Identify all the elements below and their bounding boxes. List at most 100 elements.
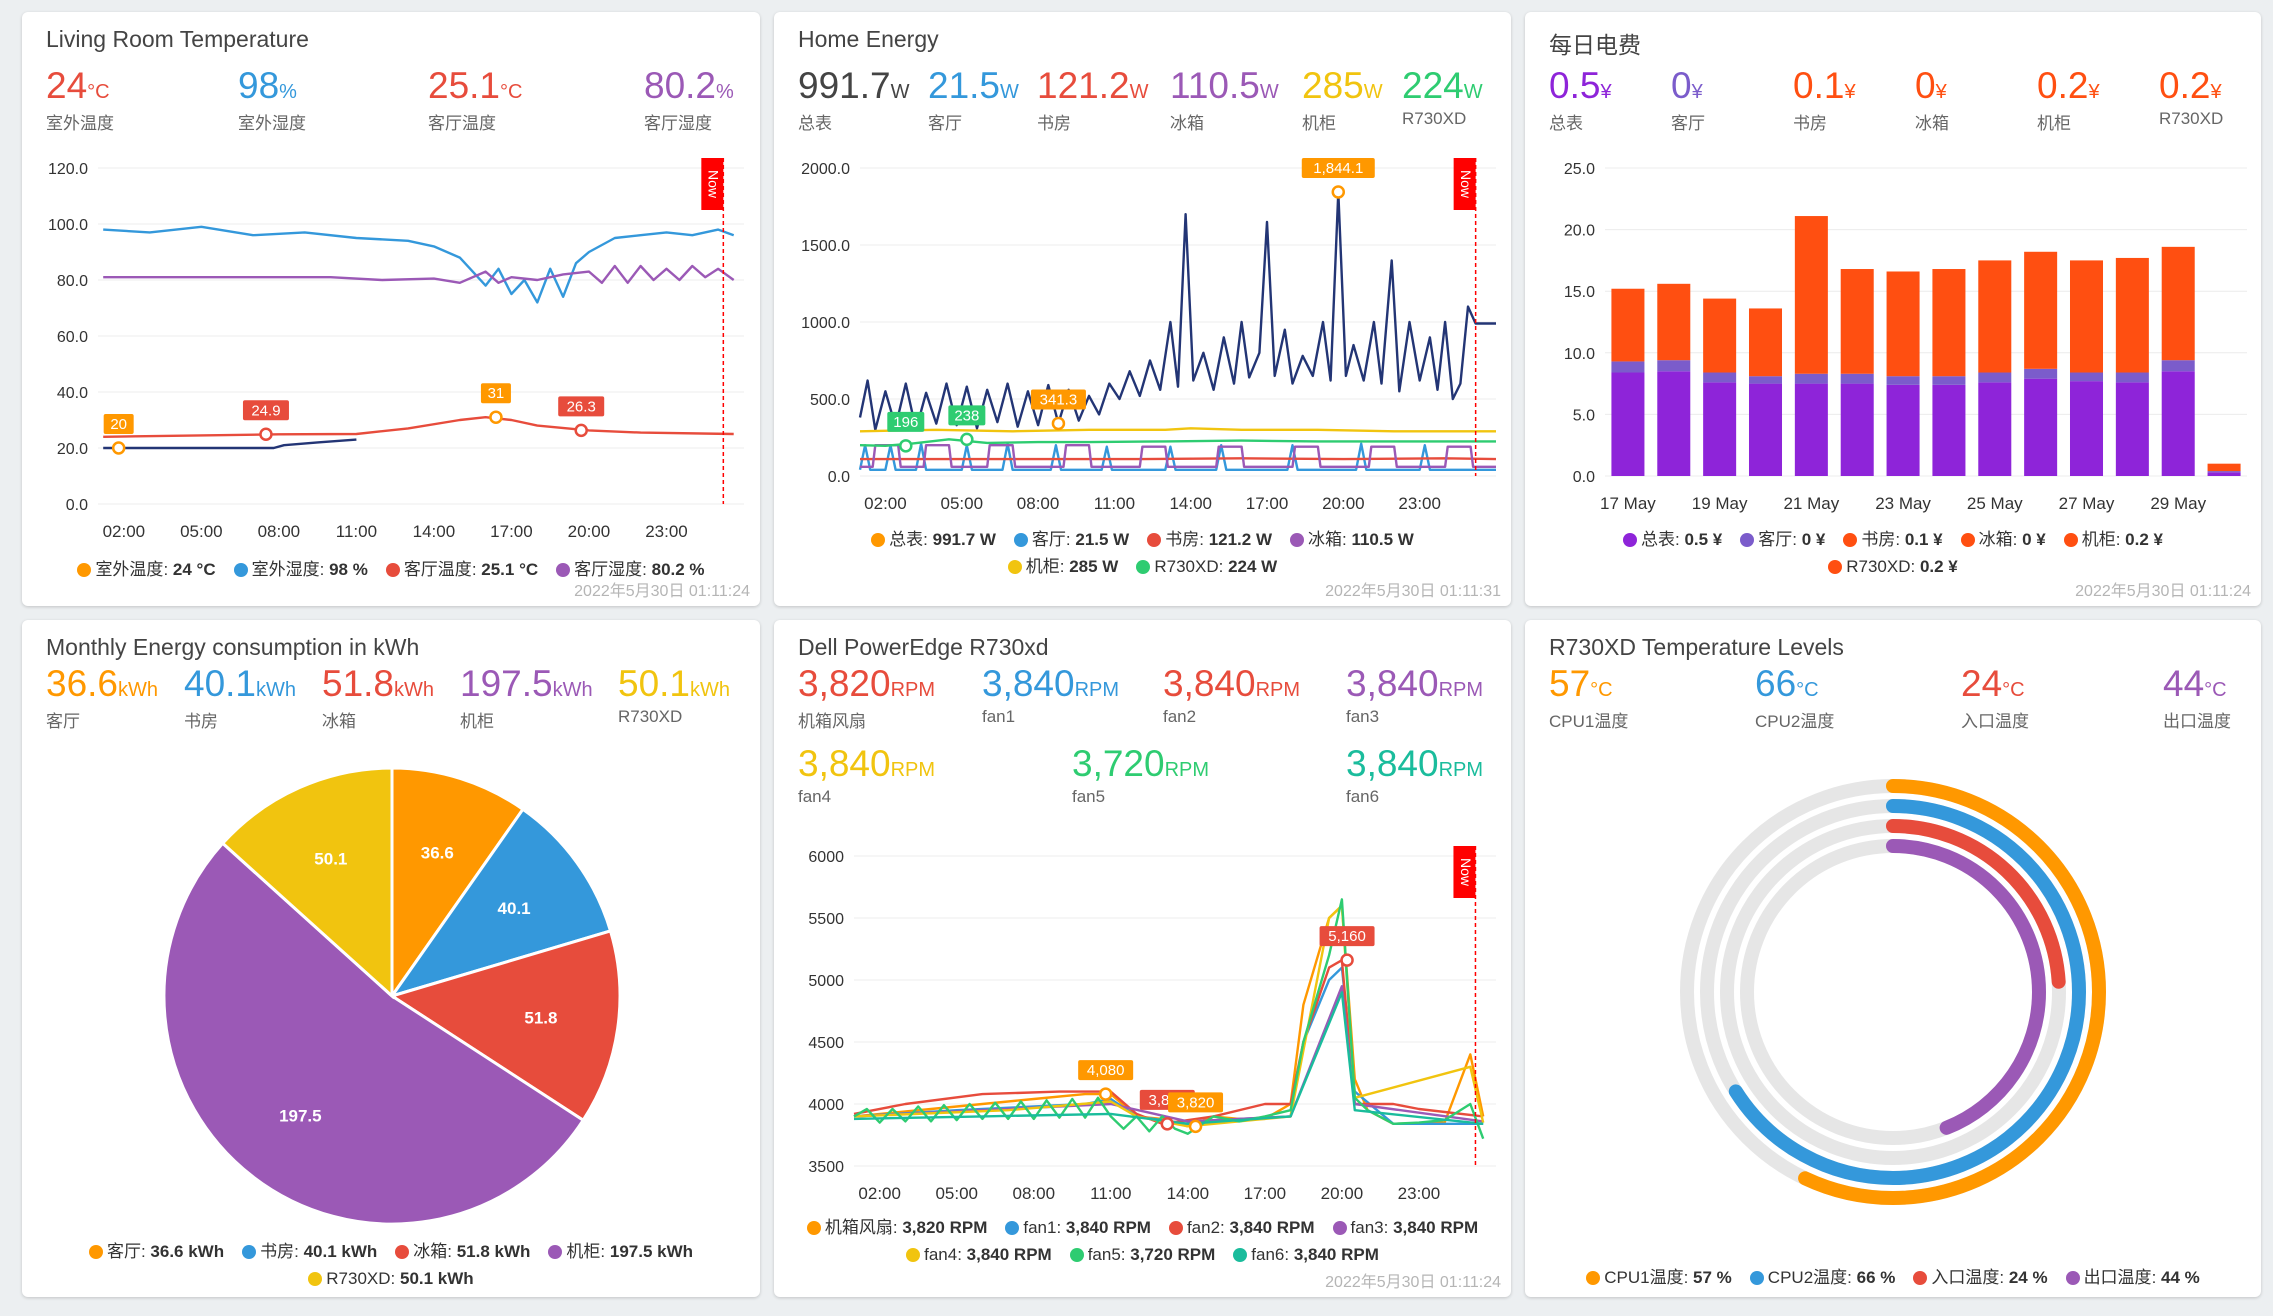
legend-item[interactable]: 冰箱: 0 ¥ xyxy=(1960,526,2046,553)
legend-value: 3,820 RPM xyxy=(902,1218,988,1237)
legend-label: 冰箱 xyxy=(413,1242,448,1261)
stat-study[interactable]: 0.1¥ 书房 xyxy=(1793,65,1856,133)
stat-fridge[interactable]: 0¥ 冰箱 xyxy=(1915,65,1949,133)
stat-living[interactable]: 21.5W 客厅 xyxy=(928,65,1019,133)
legend-item[interactable]: 入口温度: 24 % xyxy=(1913,1264,2048,1291)
legend-item[interactable]: 室外湿度: 98 % xyxy=(233,556,368,583)
y-tick-label: 100.0 xyxy=(48,217,88,234)
stat-fridge[interactable]: 110.5W 冰箱 xyxy=(1170,65,1279,133)
stat-fan3[interactable]: 3,840RPM fan3 xyxy=(1346,663,1484,726)
chart-legend: 机箱风扇: 3,820 RPM fan1: 3,840 RPM fan2: 3,84… xyxy=(774,1214,1511,1268)
now-badge xyxy=(701,158,724,210)
stat-r730xd[interactable]: 224W R730XD xyxy=(1402,65,1483,128)
y-tick-label: 20.0 xyxy=(57,441,88,458)
stat-outlet[interactable]: 44°C 出口温度 xyxy=(2163,663,2231,731)
stat-chassis-fan[interactable]: 3,820RPM 机箱风扇 xyxy=(798,663,936,731)
legend-item[interactable]: 客厅: 36.6 kWh xyxy=(88,1238,224,1265)
fan-speed-chart[interactable]: 3500 4000 4500 5000 5500 6000 02:00 05:00 08:00 1… xyxy=(774,620,1511,1297)
legend-item[interactable]: 机箱风扇: 3,820 RPM xyxy=(806,1214,988,1241)
legend-item[interactable]: 机柜: 0.2 ¥ xyxy=(2063,526,2163,553)
stat-fan5[interactable]: 3,720RPM fan5 xyxy=(1072,743,1210,806)
stat-cpu1[interactable]: 57°C CPU1温度 xyxy=(1549,663,1629,731)
legend-item[interactable]: 客厅湿度: 80.2 % xyxy=(556,556,705,583)
legend-item[interactable]: 机柜: 197.5 kWh xyxy=(548,1238,693,1265)
legend-item[interactable]: 冰箱: 51.8 kWh xyxy=(395,1238,530,1265)
legend-item[interactable]: fan6: 3,840 RPM xyxy=(1233,1241,1379,1268)
legend-item[interactable]: fan3: 3,840 RPM xyxy=(1332,1214,1479,1241)
legend-item[interactable]: 机柜: 285 W xyxy=(1007,553,1118,580)
legend-item[interactable]: 书房: 40.1 kWh xyxy=(242,1238,377,1265)
stat-fan6[interactable]: 3,840RPM fan6 xyxy=(1346,743,1484,806)
legend-item[interactable]: fan5: 3,720 RPM xyxy=(1069,1241,1215,1268)
legend-label: fan4 xyxy=(924,1245,958,1264)
legend-sep: : xyxy=(294,1242,304,1261)
monthly-energy-pie[interactable]: 36.6 40.1 51.8 197.5 50.1 xyxy=(22,620,760,1297)
series-line-1 xyxy=(103,225,735,304)
legend-item[interactable]: 室外温度: 24 °C xyxy=(77,556,216,583)
series-line-2 xyxy=(860,457,1497,461)
legend-sep: : xyxy=(1383,1218,1394,1237)
stat-study[interactable]: 40.1kWh 书房 xyxy=(184,663,297,731)
legend-item[interactable]: 书房: 0.1 ¥ xyxy=(1843,526,1943,553)
stat-room-humidity[interactable]: 80.2% 客厅湿度 xyxy=(644,65,734,133)
stat-r730xd[interactable]: 50.1kWh R730XD xyxy=(618,663,731,726)
legend-item[interactable]: 客厅温度: 25.1 °C xyxy=(385,556,538,583)
legend-label: fan1 xyxy=(1023,1218,1057,1237)
stat-study[interactable]: 121.2W 书房 xyxy=(1037,65,1149,133)
stat-rack[interactable]: 197.5kWh 机柜 xyxy=(460,663,593,731)
legend-item[interactable]: fan1: 3,840 RPM xyxy=(1005,1214,1151,1241)
legend-item[interactable]: 客厅: 21.5 W xyxy=(1013,526,1129,553)
legend-label: R730XD xyxy=(326,1269,391,1288)
legend-item[interactable]: CPU1温度: 57 % xyxy=(1586,1264,1732,1291)
home-energy-chart[interactable]: 0.0 500.0 1000.0 1500.0 2000.0 02:00 05:00 08:0… xyxy=(774,12,1511,606)
legend-item[interactable]: fan4: 3,840 RPM xyxy=(906,1241,1052,1268)
stat-rack[interactable]: 285W 机柜 xyxy=(1302,65,1383,133)
living-temperature-chart[interactable]: 0.0 20.0 40.0 60.0 80.0 100.0 120.0 02:00 05:00 0… xyxy=(22,12,760,606)
ring-value-1 xyxy=(1700,799,2086,1185)
stat-inlet[interactable]: 24°C 入口温度 xyxy=(1961,663,2029,731)
legend-item[interactable]: 冰箱: 110.5 W xyxy=(1290,526,1414,553)
stat-fridge[interactable]: 51.8kWh 冰箱 xyxy=(322,663,435,731)
legend-sep: : xyxy=(163,560,173,579)
x-tick-label: 08:00 xyxy=(1017,494,1060,513)
legend-dot-icon xyxy=(1913,1271,1928,1285)
stat-room-temp[interactable]: 25.1°C 客厅温度 xyxy=(428,65,523,133)
legend-item[interactable]: 总表: 0.5 ¥ xyxy=(1623,526,1722,553)
stat-cpu2[interactable]: 66°C CPU2温度 xyxy=(1755,663,1835,731)
stat-living[interactable]: 0¥ 客厅 xyxy=(1671,65,1705,133)
legend-item[interactable]: R730XD: 50.1 kWh xyxy=(308,1265,474,1292)
legend-item[interactable]: 总表: 991.7 W xyxy=(871,526,996,553)
annotation-badge xyxy=(558,396,605,417)
legend-item[interactable]: fan2: 3,840 RPM xyxy=(1168,1214,1315,1241)
legend-item[interactable]: R730XD: 0.2 ¥ xyxy=(1828,553,1958,580)
legend-dot-icon xyxy=(1005,1221,1020,1235)
legend-item[interactable]: R730XD: 224 W xyxy=(1136,553,1277,580)
legend-sep: : xyxy=(1999,1268,2009,1287)
stat-outdoor-humidity[interactable]: 98% 室外湿度 xyxy=(238,65,306,133)
stat-living[interactable]: 36.6kWh 客厅 xyxy=(46,663,159,731)
legend-dot-icon xyxy=(1013,533,1028,547)
legend-item[interactable]: 出口温度: 44 % xyxy=(2065,1264,2200,1291)
y-tick-label: 500.0 xyxy=(810,392,850,409)
legend-label: 总表 xyxy=(1641,530,1675,549)
temperature-radial-chart[interactable] xyxy=(1525,620,2261,1297)
stat-fan4[interactable]: 3,840RPM fan4 xyxy=(798,743,936,806)
stat-rack[interactable]: 0.2¥ 机柜 xyxy=(2037,65,2100,133)
legend-sep: : xyxy=(1065,530,1076,549)
x-tick-label: 19 May xyxy=(1692,494,1748,513)
daily-fee-chart[interactable]: 0.0 5.0 10.0 15.0 20.0 25.0 17 May 19 May 21 May… xyxy=(1525,12,2261,606)
bar-segment-0 xyxy=(1703,382,1737,476)
legend-value: 3,840 RPM xyxy=(1393,1218,1479,1237)
bar-segment-0 xyxy=(2161,371,2195,476)
legend-label: R730XD xyxy=(1154,557,1219,576)
legend-item[interactable]: 书房: 121.2 W xyxy=(1147,526,1272,553)
stat-total[interactable]: 991.7W 总表 xyxy=(798,65,910,133)
legend-item[interactable]: CPU2温度: 66 % xyxy=(1749,1264,1895,1291)
stat-outdoor-temp[interactable]: 24°C 室外温度 xyxy=(46,65,114,133)
stat-fan1[interactable]: 3,840RPM fan1 xyxy=(982,663,1120,726)
stat-total[interactable]: 0.5¥ 总表 xyxy=(1549,65,1612,133)
legend-item[interactable]: 客厅: 0 ¥ xyxy=(1740,526,1825,553)
stat-r730xd[interactable]: 0.2¥ R730XD xyxy=(2159,65,2224,128)
bar-segment-0 xyxy=(2024,378,2058,476)
stat-fan2[interactable]: 3,840RPM fan2 xyxy=(1163,663,1301,726)
